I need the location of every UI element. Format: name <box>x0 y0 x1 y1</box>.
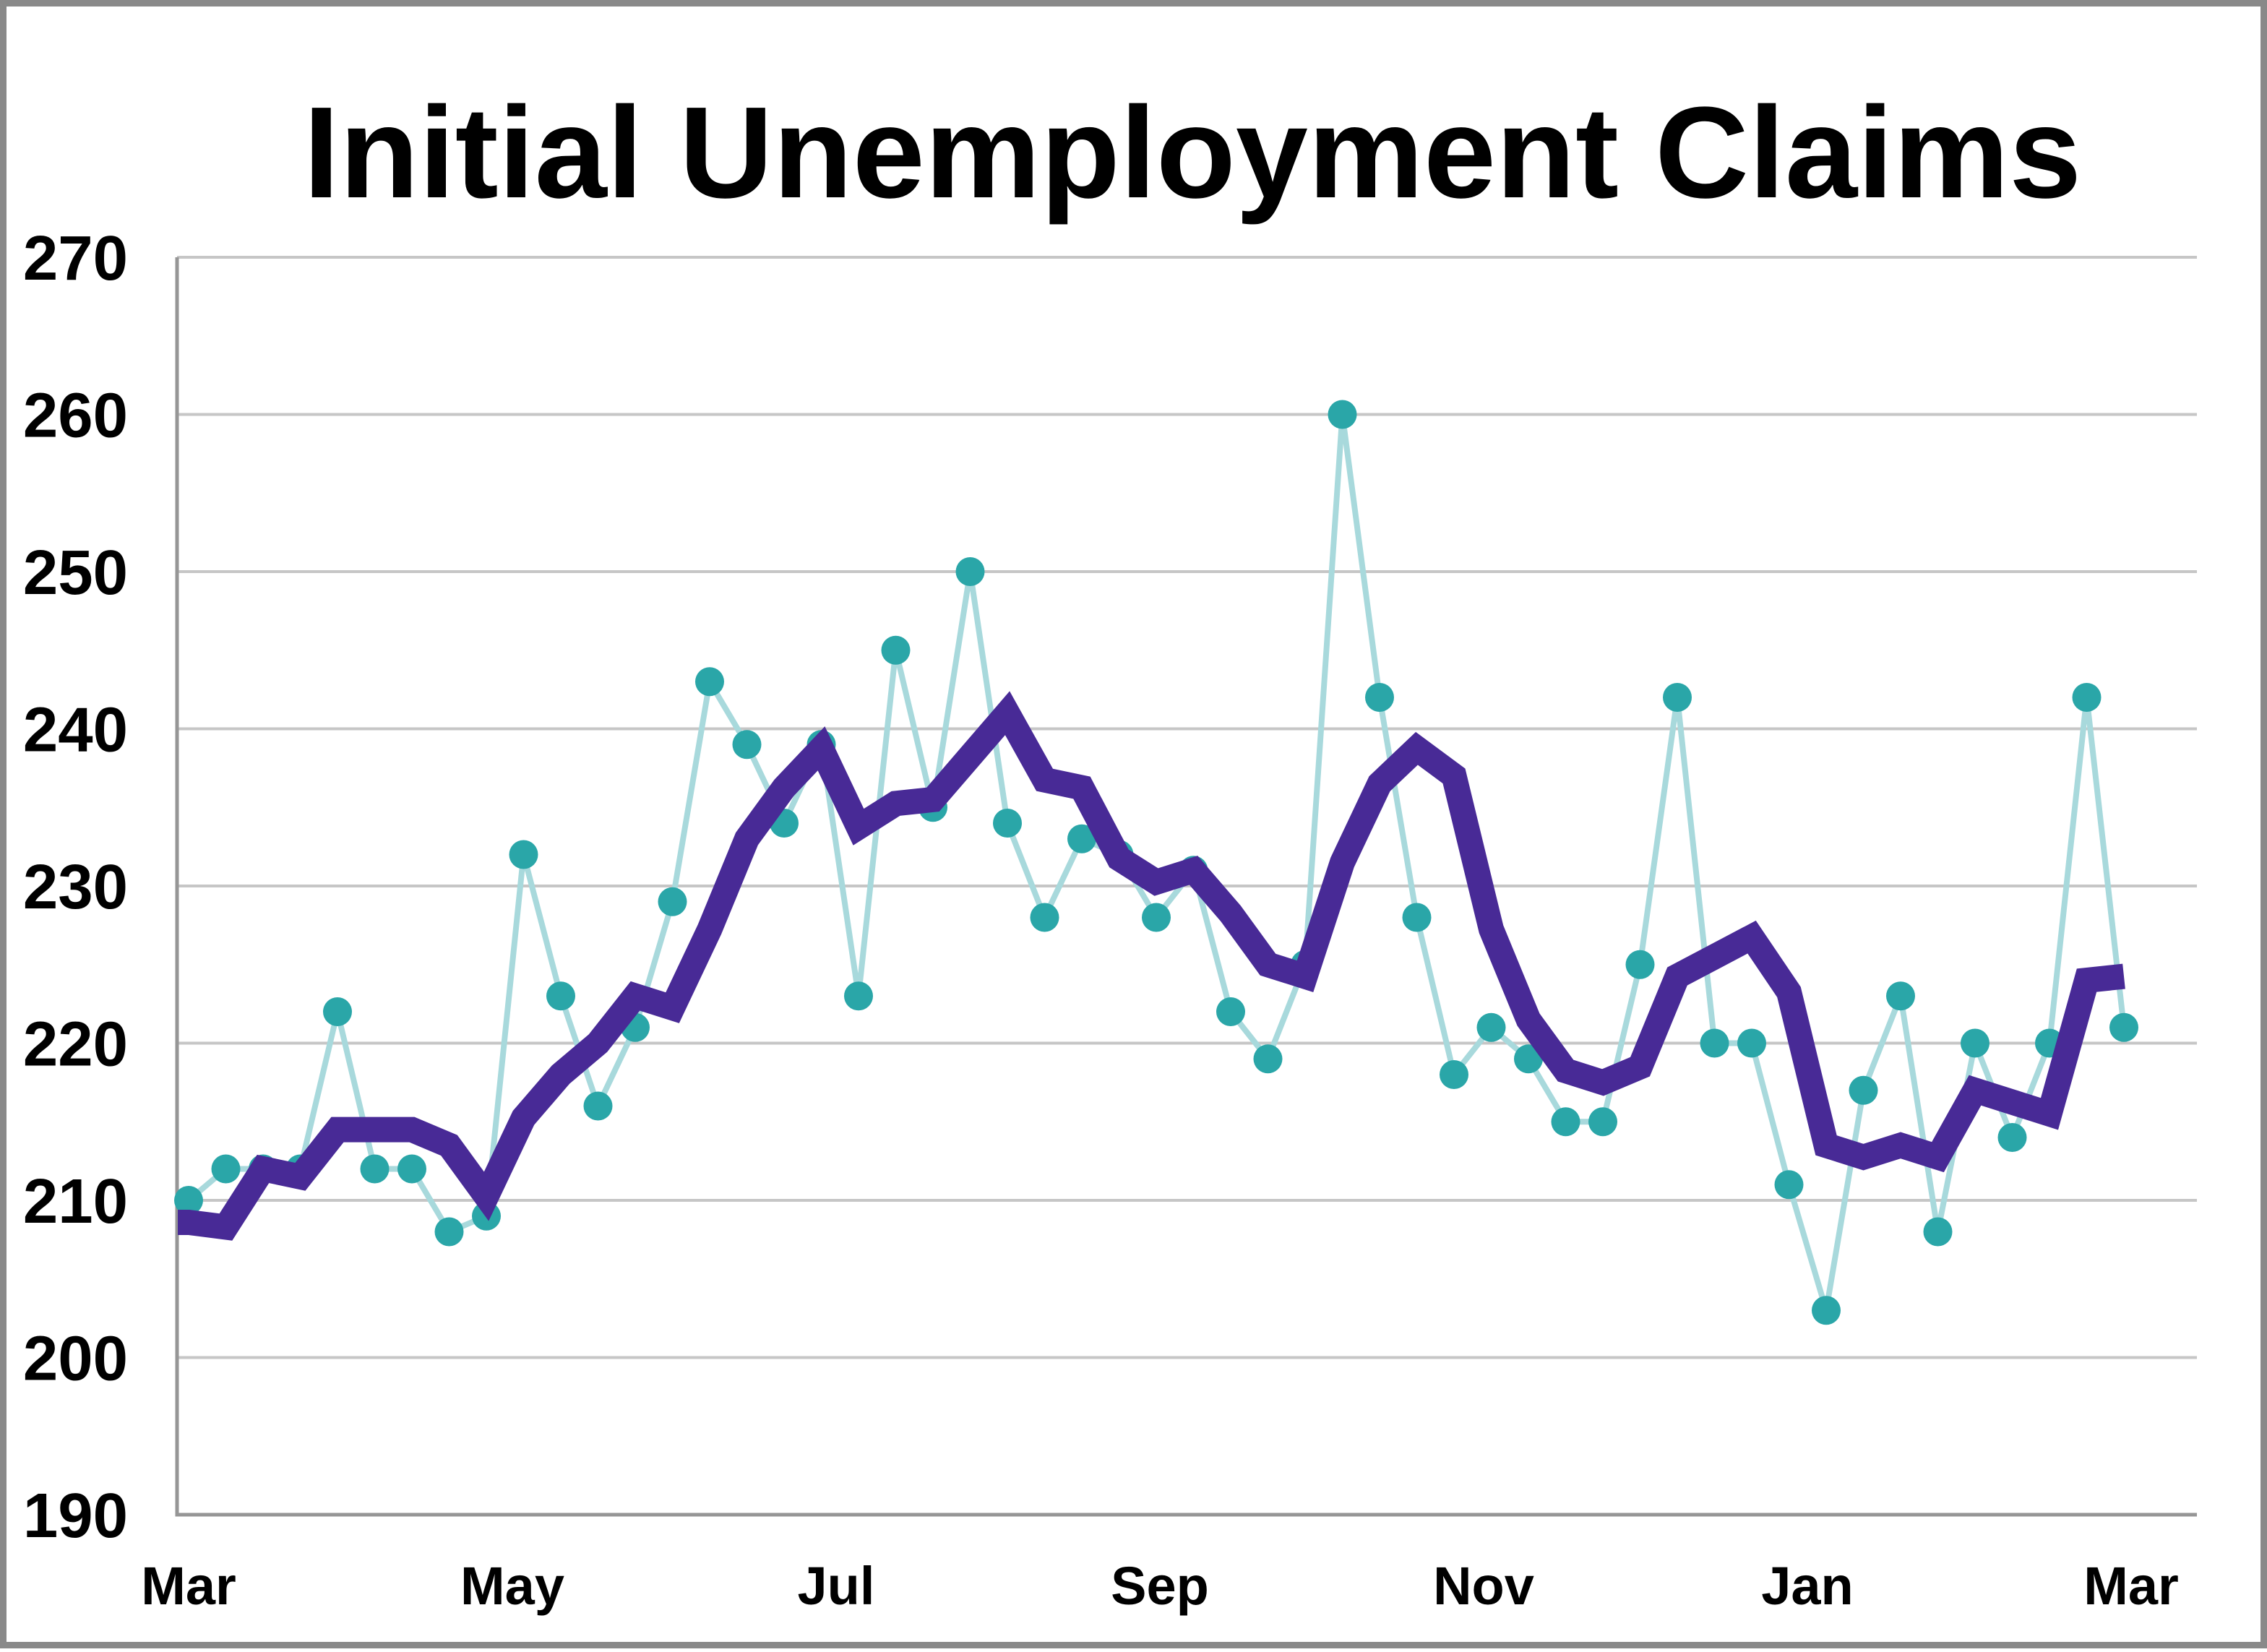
x-tick-label-4-nov: Nov <box>1433 1556 1534 1616</box>
data-point-week-44 <box>1774 1170 1804 1200</box>
data-point-week-27 <box>1142 903 1171 932</box>
data-point-week-34 <box>1402 903 1432 932</box>
data-point-week-15 <box>695 667 724 697</box>
data-point-week-48 <box>1923 1217 1953 1247</box>
x-axis-labels: Mar May Jul Sep Nov Jan Mar <box>141 1556 2179 1616</box>
data-point-week-10 <box>509 840 538 869</box>
gridlines <box>177 256 2197 1359</box>
data-point-week-16 <box>732 730 762 760</box>
data-point-week-53 <box>2109 1012 2138 1042</box>
data-point-week-42 <box>1700 1028 1729 1058</box>
data-point-week-2 <box>211 1154 241 1184</box>
x-tick-label-3-sep: Sep <box>1111 1556 1209 1616</box>
data-point-week-1 <box>174 1186 203 1215</box>
y-tick-label-200: 200 <box>23 1324 128 1394</box>
data-point-week-41 <box>1663 683 1692 712</box>
data-point-week-30 <box>1253 1044 1283 1074</box>
data-point-week-43 <box>1737 1028 1766 1058</box>
chart-title: Initial Unemployment Claims <box>304 80 2082 225</box>
data-point-week-45 <box>1812 1296 1841 1325</box>
x-tick-label-0-mar: Mar <box>141 1556 236 1616</box>
y-tick-label-220: 220 <box>23 1010 128 1080</box>
data-point-week-29 <box>1216 997 1245 1026</box>
x-tick-label-2-jul: Jul <box>798 1556 875 1616</box>
weekly-series-markers <box>174 400 2138 1325</box>
y-tick-label-190: 190 <box>23 1481 128 1551</box>
data-point-week-12 <box>583 1091 613 1121</box>
data-point-week-22 <box>955 557 985 586</box>
data-point-week-46 <box>1849 1075 1878 1105</box>
data-point-week-49 <box>1961 1028 1989 1058</box>
data-point-week-11 <box>546 981 575 1011</box>
data-point-week-24 <box>1030 903 1059 932</box>
data-point-week-20 <box>881 635 911 665</box>
y-tick-label-210: 210 <box>23 1166 128 1236</box>
data-point-week-35 <box>1440 1060 1468 1089</box>
y-axis-labels: 190 200 210 220 230 240 250 260 270 <box>23 223 128 1551</box>
moving-average-series <box>178 691 2125 1241</box>
data-point-week-7 <box>397 1154 426 1184</box>
data-point-week-6 <box>360 1154 390 1184</box>
data-point-week-50 <box>1997 1123 2027 1152</box>
y-tick-label-240: 240 <box>23 695 128 765</box>
data-point-week-38 <box>1551 1107 1580 1137</box>
data-point-week-37 <box>1514 1044 1543 1074</box>
data-point-week-52 <box>2072 683 2102 712</box>
data-point-week-25 <box>1067 824 1096 853</box>
data-point-week-33 <box>1365 683 1394 712</box>
y-tick-label-270: 270 <box>23 223 128 293</box>
data-point-week-36 <box>1476 1012 1506 1042</box>
data-point-week-19 <box>844 981 873 1011</box>
moving-average-line <box>178 691 2125 1241</box>
data-point-week-47 <box>1886 981 1915 1011</box>
data-point-week-5 <box>323 997 352 1026</box>
data-point-week-14 <box>658 887 687 916</box>
x-tick-label-6-mar: Mar <box>2083 1556 2179 1616</box>
y-tick-label-260: 260 <box>23 381 128 451</box>
data-point-week-23 <box>993 809 1022 838</box>
y-tick-label-230: 230 <box>23 852 128 922</box>
x-tick-label-5-jan: Jan <box>1761 1556 1854 1616</box>
data-point-week-8 <box>434 1217 464 1247</box>
data-point-week-32 <box>1328 400 1357 429</box>
data-point-week-40 <box>1625 950 1655 979</box>
y-tick-label-250: 250 <box>23 538 128 608</box>
x-tick-label-1-may: May <box>460 1556 564 1616</box>
axis-spines <box>175 257 2197 1517</box>
data-point-week-39 <box>1588 1107 1617 1137</box>
